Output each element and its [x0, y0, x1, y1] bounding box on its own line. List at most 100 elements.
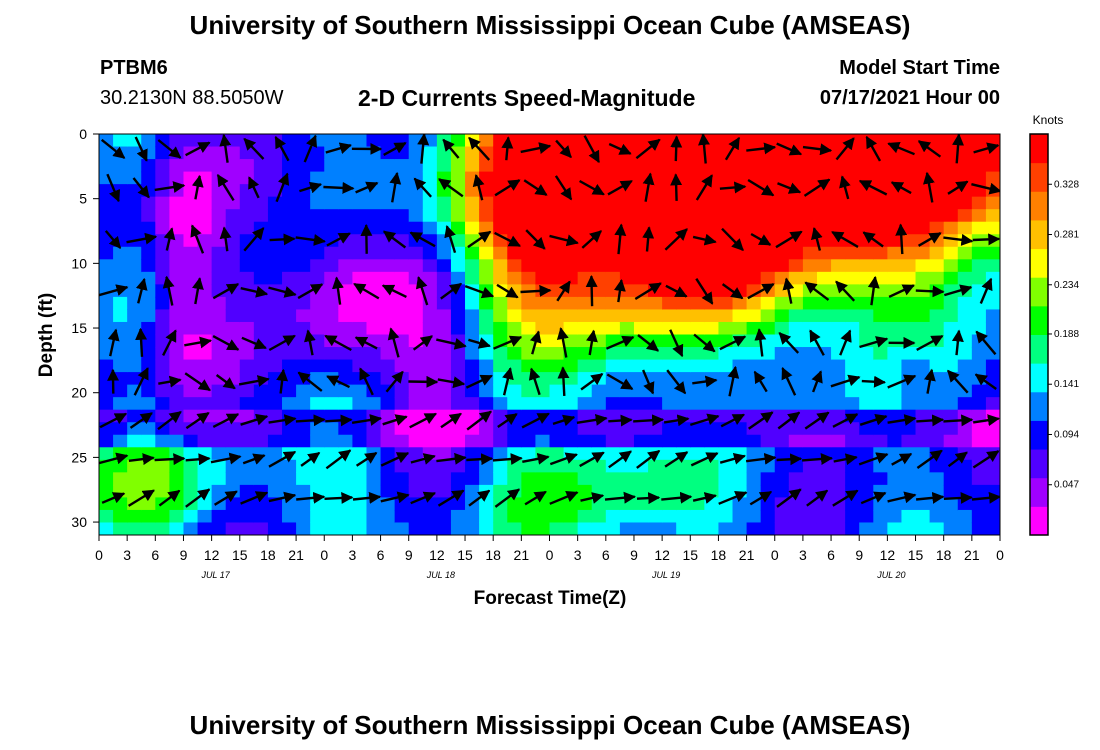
heatmap-cell [141, 347, 156, 361]
heatmap-cell [563, 422, 579, 436]
heatmap-cell [633, 246, 649, 260]
heatmap-cell [169, 259, 185, 273]
heatmap-cell [816, 509, 832, 524]
date-label: JUL 19 [651, 570, 680, 580]
heatmap-cell [662, 447, 677, 461]
heatmap-cell [648, 459, 663, 473]
current-arrow [243, 137, 265, 160]
current-arrow [746, 142, 777, 155]
heatmap-cell [338, 422, 354, 436]
x-tick-label: 15 [908, 547, 924, 563]
heatmap-cell [591, 497, 607, 511]
heatmap-cell [113, 397, 128, 411]
heatmap-cell [450, 309, 466, 323]
current-arrow [608, 142, 632, 155]
current-arrow [437, 376, 466, 389]
heatmap-cell [282, 234, 297, 248]
heatmap-cell [253, 134, 269, 148]
heatmap-cell [915, 271, 931, 285]
heatmap-cell [732, 509, 748, 524]
heatmap-cell [436, 434, 452, 448]
current-arrow [496, 283, 519, 299]
heatmap-cell [831, 209, 846, 223]
heatmap-cell [380, 271, 396, 285]
heatmap-cell [718, 184, 734, 198]
heatmap-cell [605, 309, 621, 323]
heatmap-cell [183, 296, 199, 311]
heatmap-cell [605, 447, 621, 461]
heatmap-cell [450, 134, 466, 148]
current-arrow [440, 412, 462, 429]
heatmap-cell [676, 184, 691, 198]
heatmap-cell [253, 522, 269, 535]
heatmap-cell [676, 296, 691, 311]
heatmap-cell [760, 459, 776, 473]
heatmap-cell [648, 372, 663, 386]
current-arrow [614, 223, 627, 255]
heatmap-cell [436, 459, 452, 473]
heatmap-cell [127, 434, 142, 448]
heatmap-cell [633, 509, 649, 524]
heatmap-cell [901, 522, 917, 535]
heatmap-cell [267, 447, 283, 461]
current-arrow [835, 280, 856, 302]
heatmap-cell [873, 472, 888, 486]
heatmap-cell [127, 209, 142, 223]
current-arrow [833, 453, 858, 466]
heatmap-cell [296, 347, 311, 361]
current-arrow [549, 490, 579, 505]
heatmap-cell [549, 347, 565, 361]
heatmap-cell [436, 447, 452, 461]
heatmap-cell [873, 171, 888, 185]
heatmap-cell [436, 246, 452, 260]
heatmap-cell [394, 259, 410, 273]
heatmap-cell [788, 472, 804, 486]
heatmap-cell [155, 146, 170, 160]
heatmap-cell [873, 509, 888, 524]
heatmap-cell [774, 459, 790, 473]
current-arrow [608, 450, 632, 469]
heatmap-cell [633, 209, 649, 223]
x-tick-label: 9 [855, 547, 863, 563]
heatmap-cell [366, 196, 382, 210]
heatmap-cell [957, 472, 973, 486]
current-arrow [669, 329, 684, 358]
heatmap-cell [296, 271, 311, 285]
current-arrow [268, 334, 296, 352]
heatmap-cell [408, 296, 424, 311]
heatmap-cell [985, 497, 1000, 511]
heatmap-cell [633, 309, 649, 323]
heatmap-cell [450, 522, 466, 535]
date-label: JUL 17 [200, 570, 230, 580]
heatmap-cell [155, 171, 170, 185]
current-arrow [698, 134, 710, 164]
current-arrow [692, 492, 717, 504]
current-arrow [325, 414, 353, 427]
current-arrow [804, 411, 830, 430]
heatmap-cell [718, 246, 734, 260]
colorbar-swatch [1030, 134, 1048, 164]
heatmap-cell [211, 397, 227, 411]
heatmap-cell [169, 384, 185, 398]
current-arrow [465, 374, 493, 389]
heatmap-cell [887, 234, 903, 248]
current-arrow [323, 181, 355, 194]
heatmap-cell [211, 159, 227, 173]
current-arrow [810, 227, 823, 251]
heatmap-cell [662, 259, 677, 273]
heatmap-cell [267, 246, 283, 260]
heatmap-cell [141, 296, 156, 311]
heatmap-cell [845, 472, 860, 486]
current-arrow [163, 227, 176, 251]
x-tick-label: 0 [320, 547, 328, 563]
current-arrow [464, 284, 495, 299]
heatmap-cell [662, 459, 677, 473]
current-arrow [127, 489, 155, 507]
heatmap-cell [465, 434, 480, 448]
heatmap-cell [267, 259, 283, 273]
heatmap-cell [197, 259, 213, 273]
heatmap-cell [296, 209, 311, 223]
current-arrow [690, 452, 719, 467]
heatmap-cell [521, 509, 537, 524]
current-arrow [184, 372, 211, 392]
